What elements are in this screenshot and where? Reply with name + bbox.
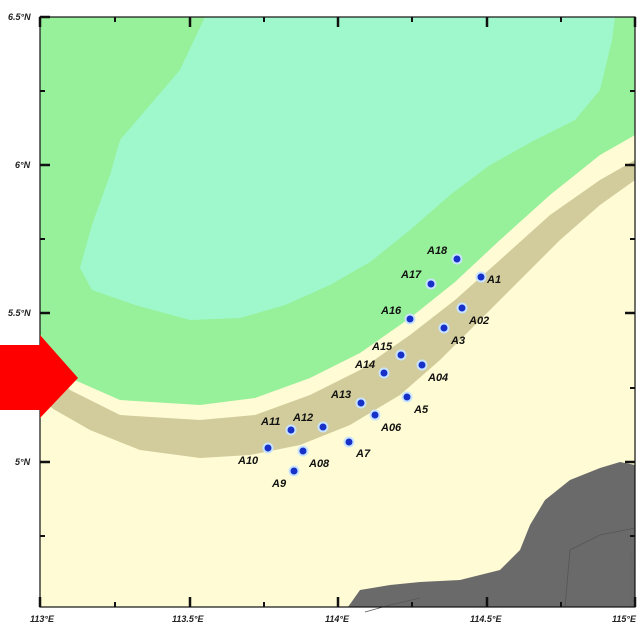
station-label: A02 <box>468 315 489 327</box>
station-label: A13 <box>330 389 351 401</box>
station-label: A5 <box>413 404 429 416</box>
station-label: A08 <box>308 458 330 470</box>
station-label: A14 <box>354 359 375 371</box>
station-A06[interactable]: A06 <box>369 409 403 435</box>
ocean-data-view-credit: Ocean Data View <box>629 551 636 606</box>
station-label: A15 <box>371 341 393 353</box>
y-tick-label: 6°N <box>15 160 31 170</box>
station-A17[interactable]: A17 <box>400 269 437 290</box>
border-line <box>564 527 636 608</box>
station-label: A10 <box>237 455 259 467</box>
y-tick-label: 5.5°N <box>8 308 31 318</box>
station-A04[interactable]: A04 <box>416 359 449 385</box>
station-A1[interactable]: A1 <box>475 271 502 287</box>
x-tick-label: 114.5°E <box>470 614 502 624</box>
border-line-2 <box>364 597 421 613</box>
station-A10[interactable]: A10 <box>237 442 274 468</box>
borneo-landmass <box>348 462 635 607</box>
red-arrow-icon <box>0 335 78 418</box>
x-tick-label: 115°E <box>612 614 637 624</box>
frame-ticks <box>38 15 637 607</box>
x-tick-label: 113°E <box>30 614 55 624</box>
station-A18[interactable]: A18 <box>426 245 463 265</box>
station-label: A12 <box>292 412 313 424</box>
station-A15[interactable]: A15 <box>371 341 407 361</box>
station-A12[interactable]: A12 <box>292 412 329 433</box>
station-A02[interactable]: A02 <box>456 302 490 328</box>
station-A7[interactable]: A7 <box>343 436 371 461</box>
station-A08[interactable]: A08 <box>297 445 331 471</box>
deep-water-zone <box>80 17 615 320</box>
station-A9[interactable]: A9 <box>271 465 300 491</box>
station-label: A16 <box>380 305 402 317</box>
station-label: A04 <box>427 372 448 384</box>
station-label: A11 <box>260 416 280 428</box>
station-A11[interactable]: A11 <box>260 416 297 436</box>
coastal-band <box>40 160 635 458</box>
y-tick-label: 6.5°N <box>8 12 31 22</box>
station-label: A9 <box>271 478 287 490</box>
station-A5[interactable]: A5 <box>401 391 429 417</box>
x-tick-label: 114°E <box>325 614 350 624</box>
station-markers: A18 A1 A17 A02 A16 A3 A15 A14 <box>237 245 501 490</box>
station-A13[interactable]: A13 <box>330 389 367 409</box>
station-label: A3 <box>450 335 465 347</box>
station-label: A17 <box>400 269 422 281</box>
station-label: A06 <box>380 422 402 434</box>
x-tick-label: 113.5°E <box>172 614 204 624</box>
y-tick-label: 5°N <box>15 457 31 467</box>
station-label: A1 <box>486 274 501 286</box>
station-A14[interactable]: A14 <box>354 359 390 379</box>
station-A16[interactable]: A16 <box>380 305 416 325</box>
station-A3[interactable]: A3 <box>438 322 466 348</box>
station-label: A7 <box>355 448 371 460</box>
station-label: A18 <box>426 245 448 257</box>
